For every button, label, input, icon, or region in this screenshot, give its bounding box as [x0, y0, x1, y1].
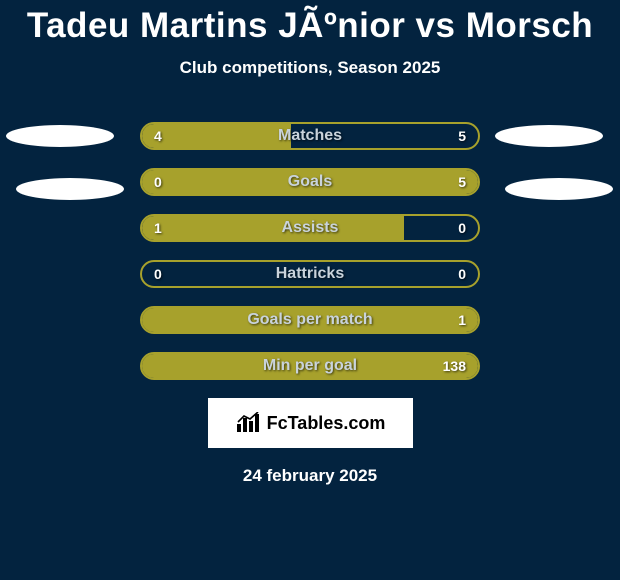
- site-logo-label: FcTables.com: [267, 413, 386, 434]
- stat-bar-track: [140, 306, 480, 334]
- avatar-placeholder: [16, 178, 124, 200]
- avatar-placeholder: [505, 178, 613, 200]
- stat-bar-track: [140, 260, 480, 288]
- stats-comparison: Matches45 Goals05 Assists10 Hattricks00 Goal…: [0, 122, 620, 380]
- page-title: Tadeu Martins JÃºnior vs Morsch: [0, 0, 620, 46]
- page-subtitle: Club competitions, Season 2025: [0, 58, 620, 78]
- stat-bar-fill-right: [142, 354, 478, 378]
- stat-row: Hattricks00: [140, 260, 480, 288]
- avatar-placeholder: [495, 125, 603, 147]
- bar-chart-icon: [235, 412, 261, 434]
- stat-bar-track: [140, 122, 480, 150]
- avatar-placeholder: [6, 125, 114, 147]
- stat-row: Goals per match1: [140, 306, 480, 334]
- stat-row: Goals05: [140, 168, 480, 196]
- stat-bar-fill-left: [142, 216, 404, 240]
- stat-bar-track: [140, 168, 480, 196]
- stat-row: Matches45: [140, 122, 480, 150]
- stat-bar-fill-right: [142, 170, 478, 194]
- stat-row: Assists10: [140, 214, 480, 242]
- stat-bar-fill-left: [142, 124, 291, 148]
- stat-bar-fill-right: [142, 308, 478, 332]
- stat-bar-track: [140, 352, 480, 380]
- site-logo: FcTables.com: [208, 398, 413, 448]
- stat-row: Min per goal138: [140, 352, 480, 380]
- stat-bar-track: [140, 214, 480, 242]
- snapshot-date: 24 february 2025: [0, 466, 620, 486]
